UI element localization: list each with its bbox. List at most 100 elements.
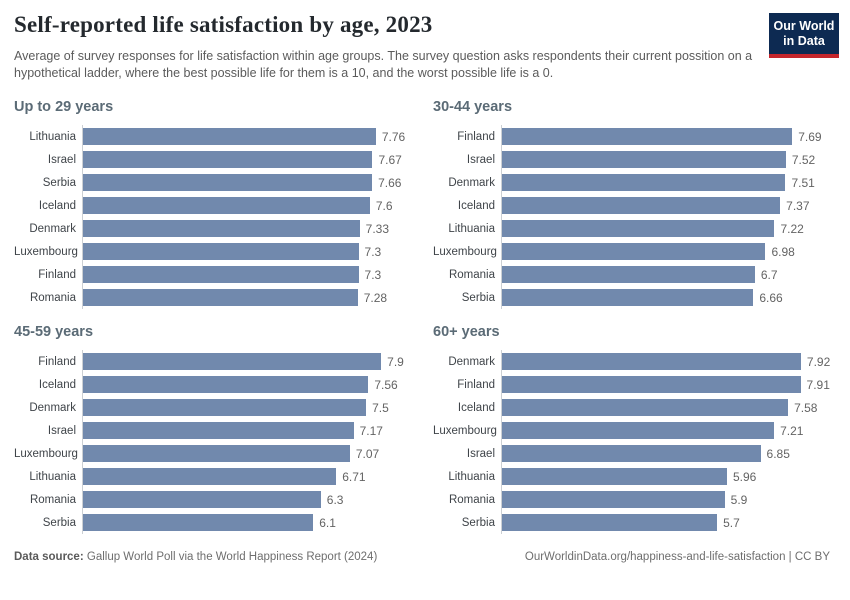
country-label: Israel	[47, 424, 76, 437]
value-label: 7.17	[359, 423, 383, 438]
plot-area: 6.98	[501, 240, 836, 263]
value-bar	[502, 289, 754, 306]
plot-area: 7.3	[82, 240, 417, 263]
value-bar	[502, 151, 786, 168]
country-label: Romania	[29, 291, 76, 304]
plot-area: 6.7	[501, 263, 836, 286]
country-label: Iceland	[38, 199, 76, 212]
plot-area: 5.9	[501, 488, 836, 511]
plot-area: 7.92	[501, 350, 836, 373]
value-label: 7.07	[355, 446, 380, 461]
plot-area: 7.21	[501, 419, 836, 442]
bar-row: Iceland 7.56	[14, 373, 417, 396]
value-label: 7.3	[364, 267, 382, 282]
value-label: 7.92	[806, 354, 831, 369]
bar-row: Israel 6.85	[433, 442, 836, 465]
plot-area: 6.1	[82, 511, 417, 534]
country-label: Lithuania	[29, 130, 76, 143]
charts-grid: Up to 29 years Lithuania 7.76 Israel 7.67 Se…	[14, 98, 836, 534]
bar-row: Romania 6.7	[433, 263, 836, 286]
value-label: 7.21	[780, 423, 804, 438]
bar-row: Denmark 7.33	[14, 217, 417, 240]
plot-area: 6.66	[501, 286, 836, 309]
country-label: Finland	[38, 355, 76, 368]
country-label: Israel	[466, 153, 495, 166]
bar-row: Lithuania 7.22	[433, 217, 836, 240]
bar-row: Luxembourg 7.07	[14, 442, 417, 465]
plot-area: 7.33	[82, 217, 417, 240]
bar-row: Iceland 7.58	[433, 396, 836, 419]
panel-title: Up to 29 years	[14, 99, 114, 115]
country-label: Finland	[457, 378, 495, 391]
plot-area: 7.22	[501, 217, 836, 240]
plot-area: 7.56	[82, 373, 417, 396]
country-label: Serbia	[461, 291, 495, 304]
country-label: Iceland	[38, 378, 76, 391]
plot-area: 7.52	[501, 148, 836, 171]
owid-logo-text-line1: Our World	[773, 19, 835, 33]
country-label: Lithuania	[29, 470, 76, 483]
country-label: Iceland	[457, 199, 495, 212]
country-label: Finland	[457, 130, 495, 143]
country-label: Israel	[466, 447, 495, 460]
plot-area: 5.96	[501, 465, 836, 488]
plot-area: 7.07	[82, 442, 417, 465]
value-label: 7.37	[786, 198, 810, 213]
owid-logo-text-line2: in Data	[783, 34, 825, 48]
bar-rows: Finland 7.9 Iceland 7.56 Denmark 7.5 Israel 7.1…	[14, 350, 417, 534]
plot-area: 7.5	[82, 396, 417, 419]
value-bar	[502, 399, 789, 416]
value-bar	[83, 151, 373, 168]
bar-row: Israel 7.52	[433, 148, 836, 171]
plot-area: 7.66	[82, 171, 417, 194]
country-label: Luxembourg	[433, 424, 497, 437]
value-bar	[502, 353, 801, 370]
value-label: 7.28	[363, 290, 388, 305]
chart-header: Self-reported life satisfaction by age, …	[14, 10, 839, 82]
plot-area: 6.71	[82, 465, 417, 488]
value-label: 7.58	[794, 400, 818, 415]
value-label: 6.98	[771, 244, 795, 259]
bar-row: Romania 5.9	[433, 488, 836, 511]
bar-row: Luxembourg 7.21	[433, 419, 836, 442]
value-label: 5.96	[732, 469, 757, 484]
owid-logo[interactable]: Our World in Data	[769, 13, 839, 58]
bar-row: Israel 7.67	[14, 148, 417, 171]
country-label: Romania	[448, 493, 495, 506]
value-bar	[502, 266, 755, 283]
bar-row: Finland 7.3	[14, 263, 417, 286]
panel-up-to-29: Up to 29 years Lithuania 7.76 Israel 7.67 Se…	[14, 98, 417, 309]
value-label: 7.69	[798, 129, 822, 144]
country-label: Luxembourg	[14, 245, 78, 258]
plot-area: 7.58	[501, 396, 836, 419]
value-bar	[83, 197, 370, 214]
plot-area: 7.67	[82, 148, 417, 171]
bar-row: Serbia 5.7	[433, 511, 836, 534]
country-label: Lithuania	[448, 470, 495, 483]
panel-45-59: 45-59 years Finland 7.9 Iceland 7.56 Denmark…	[14, 323, 417, 534]
data-source-text: Gallup World Poll via the World Happines…	[86, 551, 378, 563]
owid-url-link[interactable]: OurWorldinData.org/happiness-and-life-sa…	[524, 551, 830, 563]
value-label: 7.56	[374, 377, 398, 392]
bar-row: Serbia 7.66	[14, 171, 417, 194]
bar-row: Denmark 7.51	[433, 171, 836, 194]
bar-rows: Lithuania 7.76 Israel 7.67 Serbia 7.66 Iceland…	[14, 125, 417, 309]
value-bar	[502, 376, 801, 393]
bar-row: Luxembourg 6.98	[433, 240, 836, 263]
country-label: Romania	[29, 493, 76, 506]
value-bar	[83, 128, 376, 145]
bar-row: Denmark 7.92	[433, 350, 836, 373]
country-label: Lithuania	[448, 222, 495, 235]
value-label: 7.22	[780, 221, 804, 236]
plot-area: 7.37	[501, 194, 836, 217]
value-label: 6.3	[326, 492, 344, 507]
chart-footer: Data source: Gallup World Poll via the W…	[14, 551, 836, 563]
value-bar	[83, 491, 321, 508]
plot-area: 6.85	[501, 442, 836, 465]
bar-row: Finland 7.9	[14, 350, 417, 373]
value-bar	[83, 445, 350, 462]
plot-area: 6.3	[82, 488, 417, 511]
plot-area: 7.51	[501, 171, 836, 194]
value-label: 7.51	[791, 175, 815, 190]
